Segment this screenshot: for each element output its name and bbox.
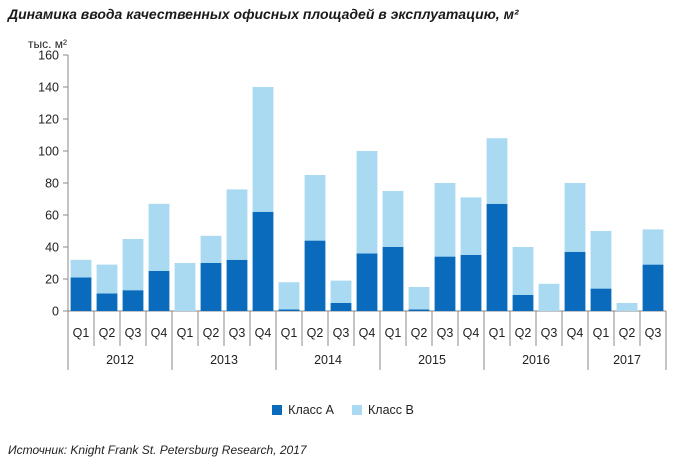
x-tick-label-quarter: Q1 [489, 326, 506, 340]
x-tick-label-quarter: Q3 [125, 326, 142, 340]
bar-class-b [434, 183, 456, 257]
bar-class-a [512, 295, 534, 311]
x-tick-label-quarter: Q2 [411, 326, 428, 340]
bar-class-b [564, 183, 586, 252]
x-year-label: 2016 [522, 353, 550, 367]
bar-class-b [200, 235, 222, 263]
bar-class-b [70, 259, 92, 278]
bar-class-b [616, 303, 638, 311]
y-tick-label: 140 [38, 81, 59, 95]
y-tick-label: 80 [45, 177, 59, 191]
bar-class-a [148, 271, 170, 311]
legend-item-class-b: Класс B [352, 403, 414, 417]
bar-class-b [538, 283, 560, 311]
bar-class-a [122, 290, 144, 311]
bar-class-a [70, 277, 92, 311]
x-tick-label-quarter: Q1 [385, 326, 402, 340]
bar-class-b [330, 280, 352, 303]
legend-swatch-class-a [272, 405, 283, 415]
bar-class-b [174, 263, 196, 311]
x-tick-label-quarter: Q1 [593, 326, 610, 340]
x-tick-label-quarter: Q4 [567, 326, 584, 340]
bar-class-a [642, 264, 664, 311]
bar-class-b [642, 229, 664, 265]
bar-class-b [148, 203, 170, 271]
bar-class-a [434, 256, 456, 311]
bar-class-b [252, 87, 274, 212]
bar-class-a [382, 247, 404, 311]
x-tick-label-quarter: Q1 [281, 326, 298, 340]
bar-class-a [486, 203, 508, 311]
bar-class-a [460, 255, 482, 311]
bar-class-a [278, 309, 300, 311]
bar-class-b [226, 189, 248, 260]
legend-label-class-a: Класс A [288, 403, 334, 417]
x-tick-label-quarter: Q3 [541, 326, 558, 340]
bar-class-b [460, 197, 482, 255]
bar-class-b [590, 231, 612, 289]
y-tick-label: 160 [38, 49, 59, 63]
bar-class-b [512, 247, 534, 295]
bar-class-a [200, 263, 222, 311]
y-tick-label: 120 [38, 113, 59, 127]
bar-class-a [330, 303, 352, 311]
x-tick-label-quarter: Q4 [359, 326, 376, 340]
x-year-label: 2014 [314, 353, 342, 367]
x-tick-label-quarter: Q2 [99, 326, 116, 340]
bar-class-a [590, 288, 612, 311]
legend-label-class-b: Класс B [368, 403, 414, 417]
stacked-bar-chart: 0 20 40 60 80 100 120 140 160 Q1 Q2 Q3 Q4 Q1 Q2 Q3 Q4 Q1 Q… [38, 49, 667, 370]
x-tick-label-quarter: Q2 [619, 326, 636, 340]
bar-class-b [278, 282, 300, 310]
bar-class-b [382, 191, 404, 247]
x-tick-label-quarter: Q3 [229, 326, 246, 340]
x-tick-label-quarter: Q4 [463, 326, 480, 340]
source-note: Источник: Knight Frank St. Petersburg Re… [8, 443, 307, 457]
chart-legend: Класс A Класс B [0, 403, 686, 417]
bar-class-b [486, 138, 508, 204]
bar-class-a [226, 259, 248, 311]
bar-class-b [122, 239, 144, 291]
y-tick-label: 100 [38, 145, 59, 159]
x-year-label: 2017 [613, 353, 641, 367]
bar-class-a [356, 253, 378, 311]
y-tick-label: 40 [45, 241, 59, 255]
x-tick-label-quarter: Q3 [645, 326, 662, 340]
x-tick-label-quarter: Q1 [73, 326, 90, 340]
bar-class-b [304, 175, 326, 241]
x-tick-label-quarter: Q2 [307, 326, 324, 340]
x-year-label: 2013 [210, 353, 238, 367]
x-year-label: 2012 [106, 353, 134, 367]
y-tick-label: 20 [45, 273, 59, 287]
bar-class-a [564, 251, 586, 311]
x-tick-label-quarter: Q4 [255, 326, 272, 340]
y-axis-unit-label: тыс. м² [28, 37, 68, 51]
chart-title: Динамика ввода качественных офисных площ… [8, 6, 519, 22]
x-tick-label-quarter: Q4 [151, 326, 168, 340]
bar-class-b [356, 151, 378, 254]
x-tick-label-quarter: Q3 [333, 326, 350, 340]
bar-class-a [408, 309, 430, 311]
bar-class-a [96, 293, 118, 311]
y-tick-label: 0 [52, 305, 59, 319]
x-tick-label-quarter: Q2 [515, 326, 532, 340]
bar-class-a [304, 240, 326, 311]
bar-class-a [252, 211, 274, 311]
x-year-label: 2015 [418, 353, 446, 367]
legend-item-class-a: Класс A [272, 403, 334, 417]
x-tick-label-quarter: Q1 [177, 326, 194, 340]
y-tick-label: 60 [45, 209, 59, 223]
x-tick-label-quarter: Q3 [437, 326, 454, 340]
x-tick-label-quarter: Q2 [203, 326, 220, 340]
bar-class-b [96, 264, 118, 294]
bar-class-b [408, 287, 430, 310]
legend-swatch-class-b [352, 405, 362, 415]
